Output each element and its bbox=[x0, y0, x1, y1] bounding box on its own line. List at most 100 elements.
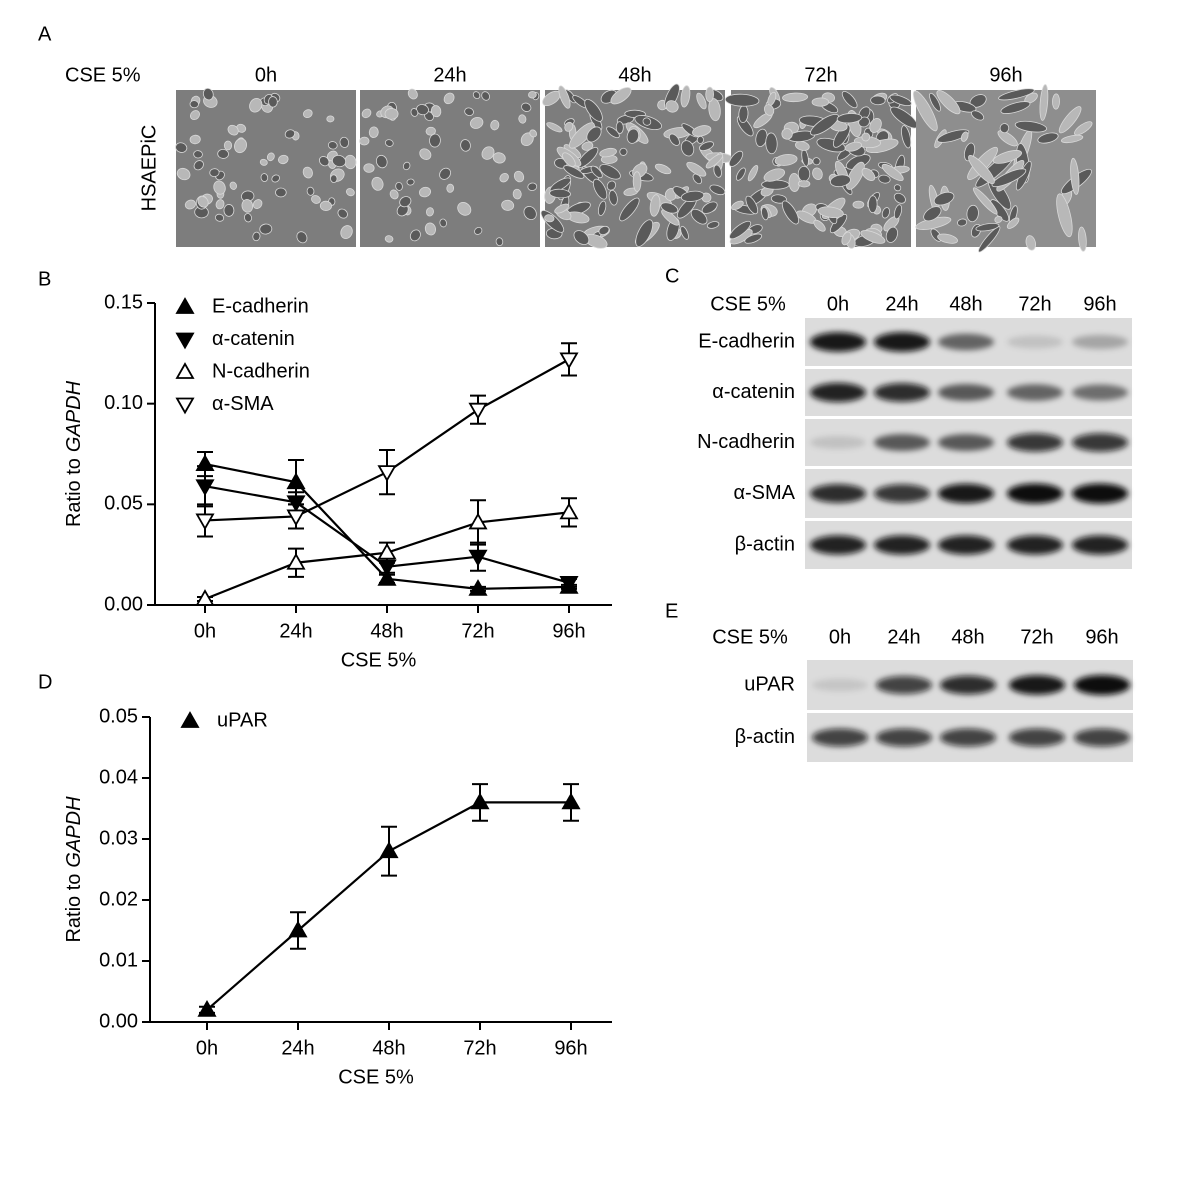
cell bbox=[1070, 157, 1080, 195]
cell bbox=[844, 141, 862, 152]
cell bbox=[846, 161, 865, 190]
cell bbox=[813, 219, 826, 232]
legend-label: α-SMA bbox=[212, 393, 274, 415]
cell bbox=[794, 141, 810, 151]
blot-band bbox=[938, 434, 994, 451]
cell bbox=[189, 100, 199, 109]
x-axis-title: CSE 5% bbox=[338, 1066, 414, 1088]
blot-band bbox=[874, 535, 930, 555]
y-tick-label: 0.02 bbox=[99, 888, 138, 910]
cell bbox=[991, 168, 1027, 188]
cell bbox=[271, 174, 280, 183]
cell bbox=[259, 223, 273, 235]
cell bbox=[661, 209, 680, 226]
cell bbox=[439, 218, 447, 228]
lane-label: 0h bbox=[829, 626, 851, 648]
cell bbox=[399, 196, 412, 208]
cell bbox=[817, 206, 844, 219]
cell bbox=[929, 92, 941, 112]
cell bbox=[598, 225, 610, 235]
blot-band bbox=[1007, 335, 1063, 349]
cell bbox=[302, 166, 313, 179]
cell bbox=[1000, 101, 1031, 114]
data-point bbox=[468, 549, 488, 567]
micrograph-background bbox=[176, 90, 356, 247]
lane-label: 48h bbox=[949, 293, 982, 315]
cell bbox=[481, 91, 490, 101]
cell bbox=[363, 163, 375, 173]
cell bbox=[997, 130, 1018, 147]
cell bbox=[869, 118, 882, 133]
y-axis-title-text: Ratio to bbox=[63, 874, 85, 943]
cell bbox=[782, 92, 809, 103]
blot-band bbox=[1009, 675, 1065, 695]
cell bbox=[330, 174, 338, 183]
cell bbox=[745, 195, 759, 215]
y-axis-title-text: Ratio to bbox=[63, 458, 85, 527]
cell bbox=[395, 182, 403, 191]
cell bbox=[696, 135, 704, 144]
cell bbox=[975, 222, 1000, 232]
cell bbox=[881, 163, 904, 182]
cell bbox=[474, 227, 483, 235]
cell bbox=[244, 213, 252, 223]
cell bbox=[1039, 84, 1049, 121]
blot-band bbox=[810, 535, 866, 555]
cell bbox=[765, 132, 778, 155]
cell bbox=[836, 113, 863, 124]
data-point bbox=[470, 792, 490, 810]
cell bbox=[761, 179, 790, 190]
cell bbox=[439, 167, 451, 180]
cell bbox=[724, 93, 760, 107]
cell bbox=[176, 167, 191, 181]
cell bbox=[229, 181, 237, 190]
cell bbox=[881, 207, 890, 219]
cell bbox=[649, 194, 661, 217]
cell bbox=[781, 128, 793, 140]
cell bbox=[518, 114, 527, 124]
y-tick-label: 0.03 bbox=[99, 827, 138, 849]
cell bbox=[529, 129, 538, 138]
blot-band bbox=[874, 434, 930, 451]
cell bbox=[209, 168, 220, 177]
x-tick-label: 48h bbox=[370, 620, 403, 642]
cell bbox=[460, 139, 471, 152]
cell bbox=[544, 214, 555, 223]
cell bbox=[978, 226, 1001, 253]
blot-band bbox=[940, 728, 996, 747]
y-axis-title: Ratio to GAPDH bbox=[63, 380, 85, 527]
lane-label: 72h bbox=[1018, 293, 1051, 315]
cell bbox=[568, 122, 595, 149]
cell bbox=[994, 215, 1003, 224]
cell bbox=[893, 204, 903, 220]
cell bbox=[249, 97, 263, 113]
cell bbox=[266, 152, 275, 162]
x-tick-label: 0h bbox=[194, 620, 216, 642]
cell bbox=[464, 107, 474, 116]
x-tick-label: 96h bbox=[554, 1037, 587, 1059]
cell bbox=[311, 195, 321, 204]
cell bbox=[197, 196, 209, 208]
cell bbox=[252, 231, 261, 242]
data-point bbox=[559, 352, 579, 370]
blot-band bbox=[1074, 728, 1130, 747]
cell bbox=[860, 230, 886, 244]
legend-marker bbox=[175, 297, 195, 314]
blot-band bbox=[812, 728, 868, 747]
cell bbox=[268, 96, 278, 108]
cell bbox=[957, 218, 968, 227]
cell bbox=[728, 150, 744, 167]
cell bbox=[999, 123, 1010, 134]
cell bbox=[893, 184, 902, 192]
cell bbox=[699, 141, 715, 152]
cell bbox=[713, 164, 722, 178]
cell bbox=[619, 147, 628, 156]
cell bbox=[972, 187, 998, 215]
cell bbox=[345, 188, 355, 197]
cell bbox=[599, 164, 621, 180]
row-label: α-catenin bbox=[712, 381, 795, 403]
cell bbox=[1006, 217, 1020, 229]
cell bbox=[858, 116, 870, 128]
cell bbox=[284, 129, 296, 139]
